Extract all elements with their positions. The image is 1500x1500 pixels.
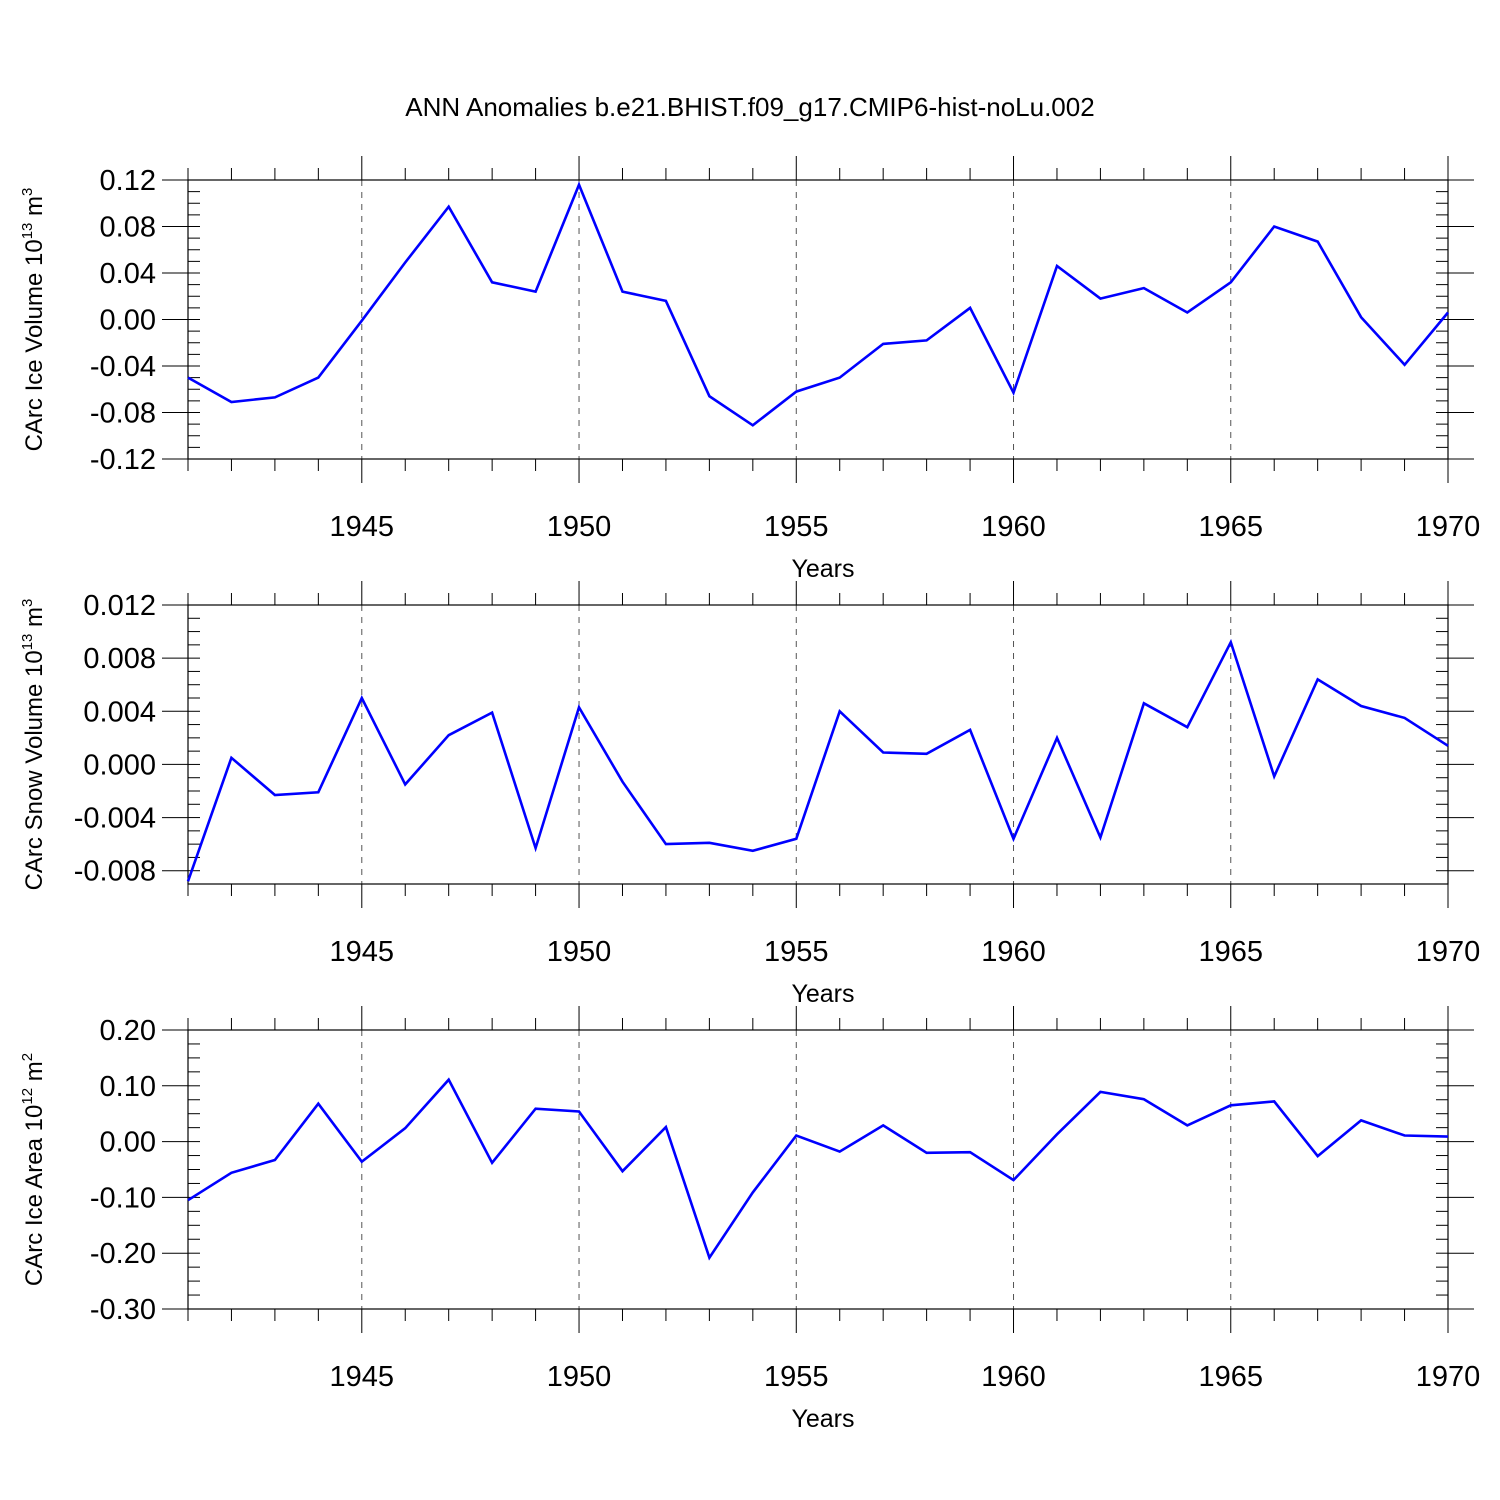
y-tick-label: 0.20	[100, 1015, 156, 1047]
y-axis-label: CArc Ice Area 1012 m2	[19, 1053, 48, 1286]
y-tick-label: 0.12	[100, 165, 156, 197]
y-tick-label: -0.10	[90, 1182, 156, 1214]
x-tick-label: 1955	[764, 1361, 829, 1393]
y-axis-label: CArc Snow Volume 1013 m3	[19, 599, 48, 891]
panel-3: 0.20 0.10 0.00 -0.10 -0.20 -0.30 1945 1950 1955 1…	[19, 1006, 1480, 1433]
x-tick-label: 1970	[1416, 511, 1481, 543]
plot-frame	[187, 604, 1449, 885]
x-axis-label: Years	[791, 1405, 854, 1433]
y-tick-label: 0.008	[83, 643, 156, 675]
x-tick-label: 1970	[1416, 936, 1481, 968]
x-tick-label: 1960	[981, 511, 1046, 543]
x-tick-label: 1965	[1199, 936, 1264, 968]
panel-2: 0.012 0.008 0.004 0.000 -0.004 -0.008 1945 1950…	[19, 581, 1480, 1008]
x-tick-label: 1945	[330, 1361, 395, 1393]
chart-title: ANN Anomalies b.e21.BHIST.f09_g17.CMIP6-…	[405, 92, 1094, 122]
x-tick-label: 1945	[330, 936, 395, 968]
y-tick-label: -0.008	[74, 856, 156, 888]
y-tick-label: 0.04	[100, 258, 156, 290]
x-tick-label: 1950	[547, 936, 612, 968]
x-tick-label: 1955	[764, 511, 829, 543]
y-tick-label: 0.000	[83, 749, 156, 781]
series-line	[186, 638, 1449, 882]
y-tick-label: -0.004	[74, 803, 156, 835]
y-tick-label: 0.10	[100, 1071, 156, 1103]
y-axis-label: CArc Ice Volume 1013 m3	[19, 188, 48, 452]
x-tick-label: 1960	[981, 936, 1046, 968]
plot-frame	[187, 1029, 1449, 1310]
y-tick-label: 0.012	[83, 590, 156, 622]
y-tick-label: -0.08	[90, 398, 156, 430]
x-axis-label: Years	[791, 980, 854, 1008]
series-line	[187, 181, 1450, 427]
plot-frame	[187, 179, 1449, 460]
x-tick-label: 1950	[547, 511, 612, 543]
y-tick-label: 0.00	[100, 1127, 156, 1159]
y-tick-label: -0.20	[90, 1238, 156, 1270]
y-tick-label: -0.12	[90, 444, 156, 476]
x-tick-label: 1945	[330, 511, 395, 543]
y-tick-label: 0.004	[83, 696, 156, 728]
x-tick-label: 1960	[981, 1361, 1046, 1393]
series-line	[187, 1077, 1449, 1261]
panel-1: 0.12 0.08 0.04 0.00 -0.04 -0.08 -0.12 1945 1950 1…	[19, 156, 1480, 583]
y-tick-label: -0.30	[90, 1294, 156, 1326]
x-tick-label: 1965	[1199, 511, 1264, 543]
x-tick-label: 1955	[764, 936, 829, 968]
y-tick-label: 0.00	[100, 305, 156, 337]
x-axis-label: Years	[791, 555, 854, 583]
y-tick-label: 0.08	[100, 212, 156, 244]
x-tick-label: 1950	[547, 1361, 612, 1393]
x-tick-label: 1965	[1199, 1361, 1264, 1393]
y-tick-label: -0.04	[90, 351, 156, 383]
x-tick-label: 1970	[1416, 1361, 1481, 1393]
